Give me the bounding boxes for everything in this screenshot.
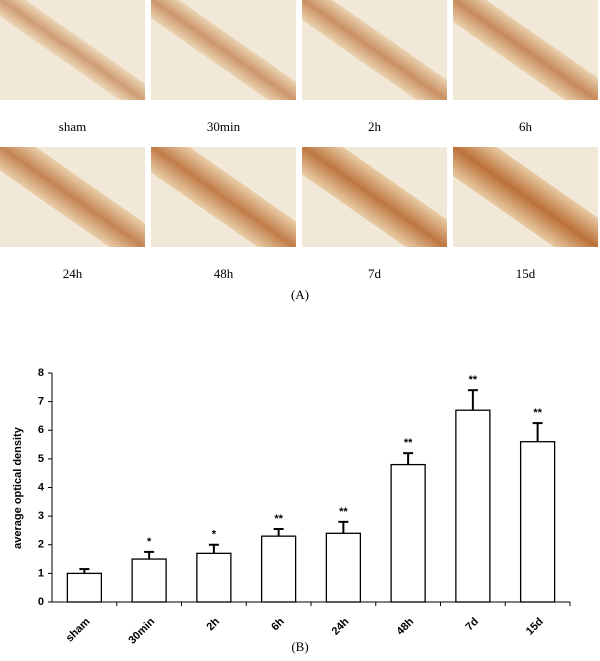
significance: ** (404, 437, 413, 449)
x-tick-label: 48h (394, 616, 416, 638)
image-label: 48h (214, 266, 234, 281)
image-label: 7d (368, 266, 382, 281)
micrograph (151, 0, 296, 100)
bar (325, 532, 362, 603)
panel-label: (B) (291, 639, 308, 654)
image-label: 15d (516, 266, 536, 281)
stained-layer (0, 147, 145, 247)
bar (519, 441, 556, 603)
micrograph (302, 147, 447, 247)
image-label: 2h (368, 119, 382, 134)
micrograph (151, 147, 296, 247)
y-axis-label: average optical density (12, 426, 24, 549)
y-tick-label: 2 (38, 539, 44, 551)
significance: ** (533, 407, 542, 419)
bar (66, 572, 103, 603)
image-label: 24h (63, 266, 83, 281)
micrograph (453, 0, 598, 100)
bar (196, 552, 232, 603)
y-tick-label: 8 (38, 367, 44, 379)
bar (260, 535, 297, 603)
bar (390, 463, 426, 603)
bar (455, 409, 491, 603)
x-tick-label: 15d (524, 616, 546, 638)
significance: ** (274, 513, 283, 525)
stained-layer (302, 147, 447, 247)
y-tick-label: 6 (38, 424, 44, 436)
significance: ** (339, 506, 348, 518)
x-tick-label: 30min (126, 615, 157, 646)
significance: ** (469, 374, 478, 386)
y-tick-label: 0 (38, 596, 44, 608)
y-tick-label: 7 (38, 396, 44, 408)
stained-layer (0, 0, 145, 100)
significance: * (147, 536, 152, 548)
y-tick-label: 4 (38, 481, 45, 493)
stained-layer (151, 147, 296, 247)
stained-layer (151, 0, 296, 100)
micrograph (453, 147, 598, 247)
stained-layer (453, 0, 598, 100)
x-tick-label: sham (64, 616, 93, 645)
panel-label: (A) (291, 287, 309, 302)
micrograph (0, 0, 145, 100)
y-tick-label: 5 (38, 453, 44, 465)
image-label: 6h (519, 119, 533, 134)
image-label: sham (59, 119, 86, 134)
image-label: 30min (207, 119, 241, 134)
stained-layer (453, 147, 598, 247)
y-tick-label: 1 (38, 567, 44, 579)
micrograph (302, 0, 447, 100)
x-tick-label: 6h (269, 615, 287, 633)
x-tick-label: 24h (330, 616, 352, 638)
x-tick-label: 2h (204, 615, 222, 633)
y-tick-label: 3 (38, 510, 44, 522)
stained-layer (302, 0, 447, 100)
significance: * (212, 529, 217, 541)
bar (131, 558, 167, 603)
x-tick-label: 7d (463, 616, 481, 634)
micrograph (0, 147, 145, 247)
